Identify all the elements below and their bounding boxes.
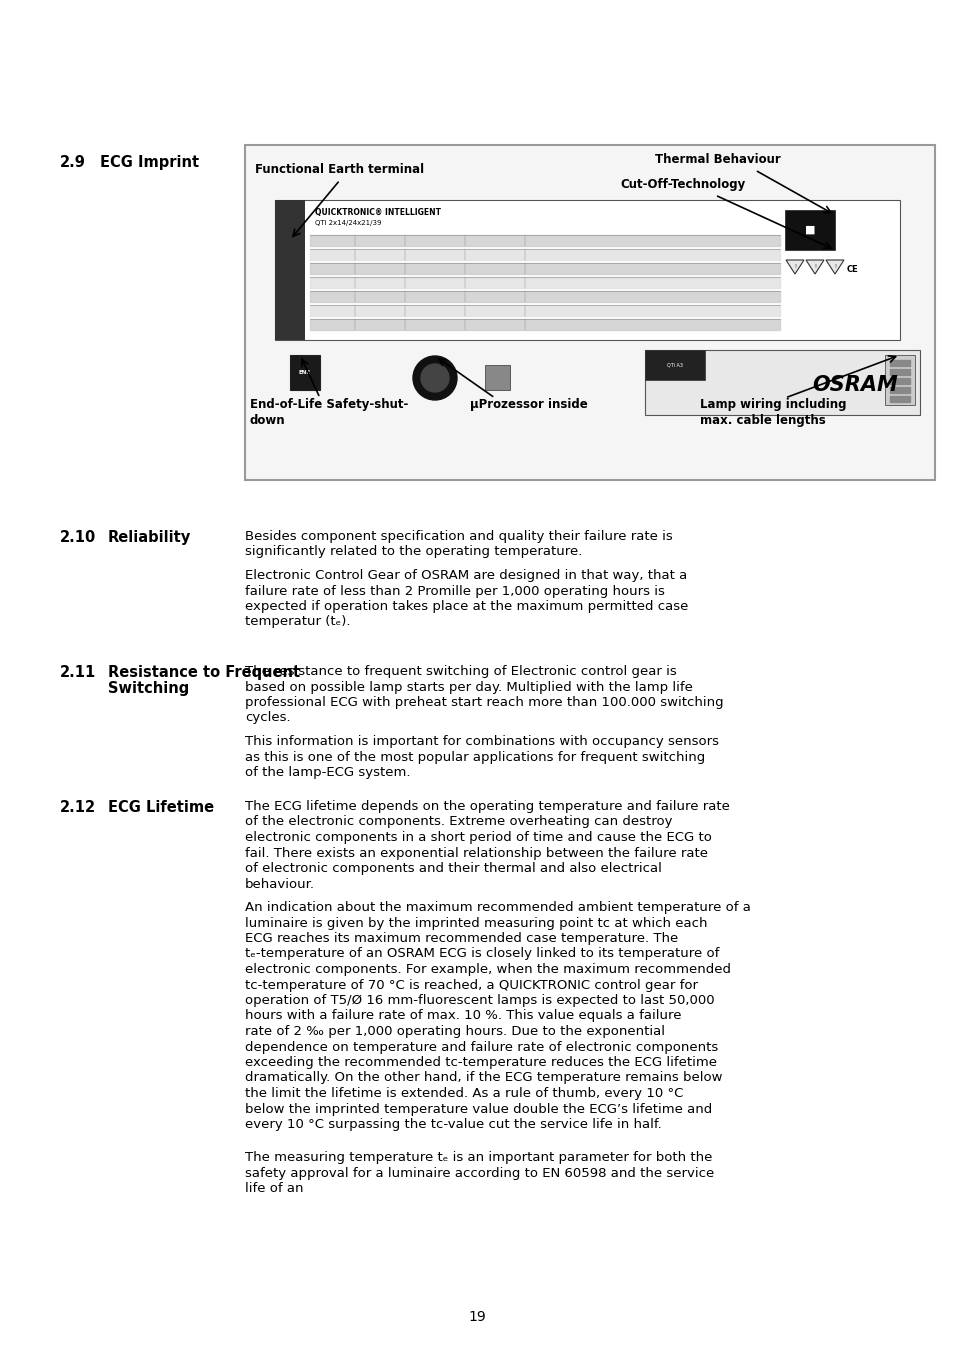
Text: 19: 19 bbox=[468, 1310, 485, 1324]
Text: The ECG lifetime depends on the operating temperature and failure rate: The ECG lifetime depends on the operatin… bbox=[245, 800, 729, 813]
Text: 2.11: 2.11 bbox=[60, 665, 96, 680]
Polygon shape bbox=[785, 259, 803, 274]
Text: luminaire is given by the imprinted measuring point tc at which each: luminaire is given by the imprinted meas… bbox=[245, 916, 707, 929]
Text: Resistance to Frequent: Resistance to Frequent bbox=[108, 665, 300, 680]
Text: Electronic Control Gear of OSRAM are designed in that way, that a: Electronic Control Gear of OSRAM are des… bbox=[245, 569, 686, 582]
Text: !: ! bbox=[793, 265, 795, 269]
Bar bbox=[644, 350, 704, 380]
Text: hours with a failure rate of max. 10 %. This value equals a failure: hours with a failure rate of max. 10 %. … bbox=[245, 1009, 680, 1023]
Text: of the lamp-ECG system.: of the lamp-ECG system. bbox=[245, 766, 410, 780]
Text: down: down bbox=[250, 413, 285, 427]
Text: ENE: ENE bbox=[298, 370, 311, 376]
Text: of the electronic components. Extreme overheating can destroy: of the electronic components. Extreme ov… bbox=[245, 816, 672, 828]
Bar bbox=[484, 365, 510, 390]
Polygon shape bbox=[825, 259, 843, 274]
Text: exceeding the recommended tc-temperature reduces the ECG lifetime: exceeding the recommended tc-temperature… bbox=[245, 1056, 717, 1069]
Text: every 10 °C surpassing the tc-value cut the service life in half.: every 10 °C surpassing the tc-value cut … bbox=[245, 1119, 661, 1131]
Bar bbox=[274, 200, 305, 340]
Text: QTi 2x14/24x21/39: QTi 2x14/24x21/39 bbox=[314, 220, 381, 226]
Text: electronic components. For example, when the maximum recommended: electronic components. For example, when… bbox=[245, 963, 730, 975]
Bar bbox=[644, 350, 919, 415]
Text: Reliability: Reliability bbox=[108, 530, 191, 544]
Text: below the imprinted temperature value double the ECG’s lifetime and: below the imprinted temperature value do… bbox=[245, 1102, 712, 1116]
Text: CE: CE bbox=[846, 266, 858, 274]
Bar bbox=[290, 355, 319, 390]
Text: The resistance to frequent switching of Electronic control gear is: The resistance to frequent switching of … bbox=[245, 665, 676, 678]
Text: failure rate of less than 2 Promille per 1,000 operating hours is: failure rate of less than 2 Promille per… bbox=[245, 585, 664, 597]
Text: 2.10: 2.10 bbox=[60, 530, 96, 544]
Text: safety approval for a luminaire according to EN 60598 and the service: safety approval for a luminaire accordin… bbox=[245, 1167, 714, 1179]
Bar bbox=[784, 209, 834, 250]
Text: temperatur (tₑ).: temperatur (tₑ). bbox=[245, 616, 350, 628]
Text: An indication about the maximum recommended ambient temperature of a: An indication about the maximum recommen… bbox=[245, 901, 750, 915]
Text: cycles.: cycles. bbox=[245, 712, 291, 724]
Text: ■: ■ bbox=[804, 226, 815, 235]
Text: !: ! bbox=[813, 265, 815, 269]
Circle shape bbox=[413, 357, 456, 400]
Text: 2.12: 2.12 bbox=[60, 800, 96, 815]
Text: expected if operation takes place at the maximum permitted case: expected if operation takes place at the… bbox=[245, 600, 688, 613]
Text: μProzessor inside: μProzessor inside bbox=[470, 399, 587, 411]
Text: The measuring temperature tₑ is an important parameter for both the: The measuring temperature tₑ is an impor… bbox=[245, 1151, 712, 1165]
Text: the limit the lifetime is extended. As a rule of thumb, every 10 °C: the limit the lifetime is extended. As a… bbox=[245, 1088, 682, 1100]
Circle shape bbox=[420, 363, 449, 392]
Text: 2.9: 2.9 bbox=[60, 155, 86, 170]
Text: Cut-Off-Technology: Cut-Off-Technology bbox=[619, 178, 744, 190]
Text: ECG reaches its maximum recommended case temperature. The: ECG reaches its maximum recommended case… bbox=[245, 932, 678, 944]
Text: QTi A3: QTi A3 bbox=[666, 362, 682, 367]
Text: OSRAM: OSRAM bbox=[811, 376, 897, 394]
Text: ECG Lifetime: ECG Lifetime bbox=[108, 800, 213, 815]
Bar bbox=[274, 200, 899, 340]
Text: electronic components in a short period of time and cause the ECG to: electronic components in a short period … bbox=[245, 831, 711, 844]
Text: tc-temperature of 70 °C is reached, a QUICKTRONIC control gear for: tc-temperature of 70 °C is reached, a QU… bbox=[245, 978, 698, 992]
Text: rate of 2 ‰ per 1,000 operating hours. Due to the exponential: rate of 2 ‰ per 1,000 operating hours. D… bbox=[245, 1025, 664, 1038]
Text: This information is important for combinations with occupancy sensors: This information is important for combin… bbox=[245, 735, 719, 748]
Text: operation of T5/Ø 16 mm-fluorescent lamps is expected to last 50,000: operation of T5/Ø 16 mm-fluorescent lamp… bbox=[245, 994, 714, 1006]
Text: max. cable lengths: max. cable lengths bbox=[700, 413, 825, 427]
Text: professional ECG with preheat start reach more than 100.000 switching: professional ECG with preheat start reac… bbox=[245, 696, 723, 709]
Text: Besides component specification and quality their failure rate is: Besides component specification and qual… bbox=[245, 530, 672, 543]
Bar bbox=[884, 355, 914, 405]
Text: fail. There exists an exponential relationship between the failure rate: fail. There exists an exponential relati… bbox=[245, 847, 707, 859]
Text: Switching: Switching bbox=[108, 681, 189, 696]
Text: as this is one of the most popular applications for frequent switching: as this is one of the most popular appli… bbox=[245, 751, 704, 763]
Text: Thermal Behaviour: Thermal Behaviour bbox=[655, 153, 780, 166]
Text: ECG Imprint: ECG Imprint bbox=[100, 155, 199, 170]
Text: behaviour.: behaviour. bbox=[245, 878, 314, 890]
Text: Functional Earth terminal: Functional Earth terminal bbox=[254, 163, 424, 176]
Text: of electronic components and their thermal and also electrical: of electronic components and their therm… bbox=[245, 862, 661, 875]
Text: life of an: life of an bbox=[245, 1182, 303, 1196]
Polygon shape bbox=[805, 259, 823, 274]
Text: QUICKTRONIC® INTELLIGENT: QUICKTRONIC® INTELLIGENT bbox=[314, 208, 440, 218]
Text: dramatically. On the other hand, if the ECG temperature remains below: dramatically. On the other hand, if the … bbox=[245, 1071, 721, 1085]
Text: significantly related to the operating temperature.: significantly related to the operating t… bbox=[245, 546, 581, 558]
Text: dependence on temperature and failure rate of electronic components: dependence on temperature and failure ra… bbox=[245, 1040, 718, 1054]
Text: tₑ-temperature of an OSRAM ECG is closely linked to its temperature of: tₑ-temperature of an OSRAM ECG is closel… bbox=[245, 947, 719, 961]
Text: based on possible lamp starts per day. Multiplied with the lamp life: based on possible lamp starts per day. M… bbox=[245, 681, 692, 693]
Text: End-of-Life Safety-shut-: End-of-Life Safety-shut- bbox=[250, 399, 408, 411]
Bar bbox=[245, 145, 934, 480]
Text: !: ! bbox=[833, 265, 835, 269]
Text: Lamp wiring including: Lamp wiring including bbox=[700, 399, 845, 411]
